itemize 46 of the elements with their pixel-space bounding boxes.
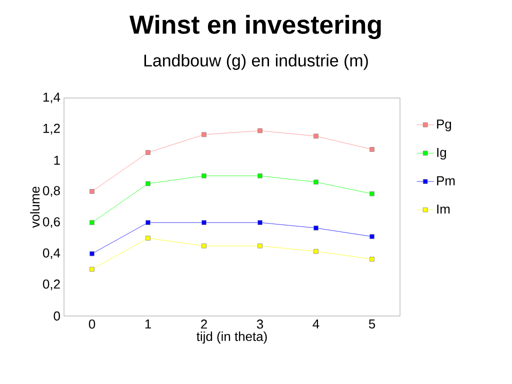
- point: [370, 256, 374, 262]
- point: [90, 251, 94, 256]
- point: [370, 146, 374, 152]
- y-tick-label: 1,4: [43, 92, 60, 104]
- legend-label: Im: [437, 204, 450, 214]
- point: [314, 248, 318, 254]
- x-tick-label: 4: [312, 320, 320, 328]
- point: [202, 173, 206, 178]
- x-tick-label: 5: [368, 320, 376, 329]
- x-tick-label: 3: [256, 320, 264, 329]
- x-tick-label: 2: [201, 320, 207, 329]
- point: [146, 181, 150, 186]
- point: [258, 244, 262, 248]
- x-axis-title: tijd (in theta): [196, 332, 267, 344]
- y-axis-title: volume: [30, 186, 40, 228]
- y-tick-label: 0,8: [42, 186, 60, 197]
- y-tick-label: 1: [54, 156, 60, 165]
- point: [258, 128, 262, 134]
- y-tick-label: 0,2: [42, 280, 60, 290]
- point: [202, 220, 206, 225]
- point: [314, 180, 318, 184]
- legend-label: Pm: [437, 176, 455, 186]
- point: [90, 189, 94, 194]
- point: [314, 134, 318, 139]
- point: [258, 220, 262, 225]
- y-tick-label: 0,4: [42, 248, 60, 260]
- point: [258, 173, 262, 178]
- x-tick-label: 0: [88, 320, 96, 329]
- point: [370, 191, 374, 196]
- chart-title: Winst en investering: [129, 14, 381, 40]
- point: [146, 236, 150, 241]
- point: [146, 150, 150, 155]
- point: [370, 234, 374, 239]
- legend-label: Ig: [437, 148, 446, 160]
- y-tick-label: 0: [54, 311, 60, 321]
- point: [90, 220, 94, 225]
- point: [202, 132, 206, 137]
- point: [146, 220, 150, 225]
- legend-label: Pg: [437, 120, 452, 132]
- chart-subtitle: Landbouw (g) en industrie (m): [144, 54, 368, 70]
- x-tick-label: 1: [145, 320, 151, 328]
- point: [314, 226, 318, 230]
- point: [202, 244, 206, 248]
- point: [90, 266, 94, 272]
- y-tick-label: 1,2: [43, 124, 60, 134]
- y-tick-label: 0,6: [42, 217, 60, 228]
